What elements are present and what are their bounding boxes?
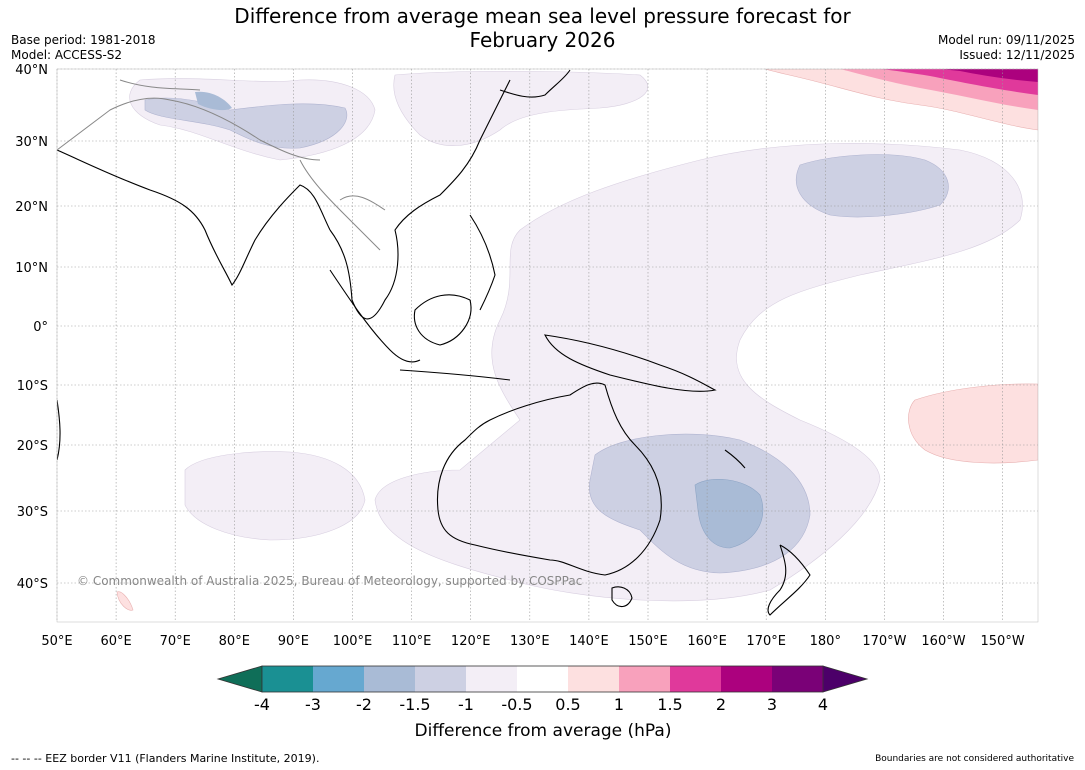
latitude-label: 40°S [17,577,48,592]
longitude-label: 140°E [569,634,609,649]
longitude-label: 160°E [687,634,727,649]
metadata-right: Model run: 09/11/2025 Issued: 12/11/2025 [938,33,1075,63]
longitude-label: 70°E [160,634,191,649]
longitude-label: 170°W [862,634,906,649]
colorbar-outline [261,665,824,693]
model-name: Model: ACCESS-S2 [11,48,123,62]
colorbar-swatch [262,666,314,692]
anomaly-region-south-east-positive [908,383,1038,464]
anomaly-shading [116,69,1038,611]
coastline-tasmania [611,586,633,608]
coastline-philippines [469,214,496,311]
longitude-label: 50°E [41,634,72,649]
coastline-borneo [413,294,472,346]
colorbar-swatch [313,666,365,692]
longitude-label: 120°E [451,634,491,649]
colorbar-low-extend [216,665,263,693]
anomaly-region-small-positive [116,591,134,611]
longitude-label: 180° [810,634,841,649]
colorbar-swatch [364,666,416,692]
longitude-label: 150°E [628,634,668,649]
issued-date: Issued: 12/11/2025 [959,48,1075,62]
longitude-labels: 50°E 60°E 70°E 80°E 90°E 100°E 110°E 120°E 130°E… [41,634,1024,649]
model-run: Model run: 09/11/2025 [937,33,1075,47]
longitude-label: 80°E [219,634,250,649]
anomaly-region-tibet [195,91,232,111]
colorbar-swatch [517,666,569,692]
colorbar-tick-label: -2 [356,695,372,714]
colorbar-swatch [619,666,671,692]
colorbar-swatch [415,666,467,692]
coastline-new-guinea [544,334,717,392]
colorbar-swatch [466,666,518,692]
latitude-label: 30°S [17,505,48,520]
colorbar-tick-label: -3 [305,695,321,714]
boundaries-disclaimer: Boundaries are not considered authoritat… [875,754,1074,764]
anomaly-region-east-australia [694,479,764,549]
colorbar-swatch [568,666,620,692]
colorbar-tick-label: -4 [254,695,270,714]
colorbar-tick-label: 1.5 [657,695,682,714]
longitude-label: 150°W [981,634,1025,649]
eez-border-note: -- -- -- EEZ border V11 (Flanders Marine… [11,752,320,765]
colorbar-swatch [772,666,824,692]
longitude-label: 100°E [333,634,373,649]
map-title: Difference from average mean sea level p… [0,4,1085,52]
map-title-line1: Difference from average mean sea level p… [234,4,851,28]
longitude-label: 90°E [278,634,309,649]
base-period: Base period: 1981-2018 [11,33,156,47]
longitude-label: 60°E [100,634,131,649]
colorbar-tick-label: -1.5 [399,695,430,714]
latitude-label: 20°N [15,200,48,215]
coastline-australia [436,382,662,576]
coastline-new-zealand [767,544,811,616]
colorbar-tick-label: -0.5 [501,695,532,714]
longitude-label: 130°E [510,634,550,649]
longitude-label: 170°E [746,634,786,649]
copyright-notice: © Commonwealth of Australia 2025, Bureau… [77,574,583,588]
latitude-label: 40°N [15,63,48,78]
coastline-java [399,369,511,381]
colorbar-tick-label: 2 [716,695,726,714]
coastlines [57,69,811,616]
anomaly-region-japan [393,70,649,146]
colorbar-tick-label: 3 [767,695,777,714]
colorbar: -4 -3 -2 -1.5 -1 -0.5 0.5 1 1.5 2 3 4 Difference fr… [216,665,869,741]
coastline-new-caledonia [724,449,746,469]
latitude-label: 30°N [15,135,48,150]
coastline-korea-japan [499,69,571,98]
anomaly-region-indian-ocean [184,451,366,541]
metadata-left: Base period: 1981-2018 Model: ACCESS-S2 [11,33,156,63]
graticule [56,68,1038,622]
anomaly-region-north-east-2 [940,69,1038,82]
latitude-labels: 40°N 30°N 20°N 10°N 0° 10°S 20°S 30°S 40°S [15,63,48,592]
colorbar-tick-label: -1 [458,695,474,714]
colorbar-tick-label: 1 [614,695,624,714]
colorbar-tick-label: 4 [818,695,828,714]
coastline-africa-east [57,399,61,461]
colorbar-high-extend [822,665,869,693]
colorbar-tick-label: 0.5 [555,695,580,714]
latitude-label: 10°S [17,379,48,394]
longitude-label: 160°W [921,634,965,649]
coastline-india [57,149,331,287]
coastline-sumatra [329,269,421,363]
map-frame [56,68,1039,623]
country-borders [57,79,386,251]
map-title-line2: February 2026 [469,28,616,52]
anomaly-region-central-pacific [795,154,949,218]
latitude-label: 20°S [17,439,48,454]
coastline-southeast-asia [329,79,511,320]
latitude-label: 10°N [15,261,48,276]
colorbar-swatch [670,666,722,692]
longitude-label: 110°E [392,634,432,649]
latitude-label: 0° [33,320,48,335]
colorbar-title: Difference from average (hPa) [415,721,672,741]
colorbar-swatch [721,666,773,692]
